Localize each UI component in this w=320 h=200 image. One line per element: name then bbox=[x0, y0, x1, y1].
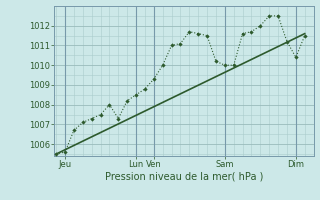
X-axis label: Pression niveau de la mer( hPa ): Pression niveau de la mer( hPa ) bbox=[105, 172, 263, 182]
